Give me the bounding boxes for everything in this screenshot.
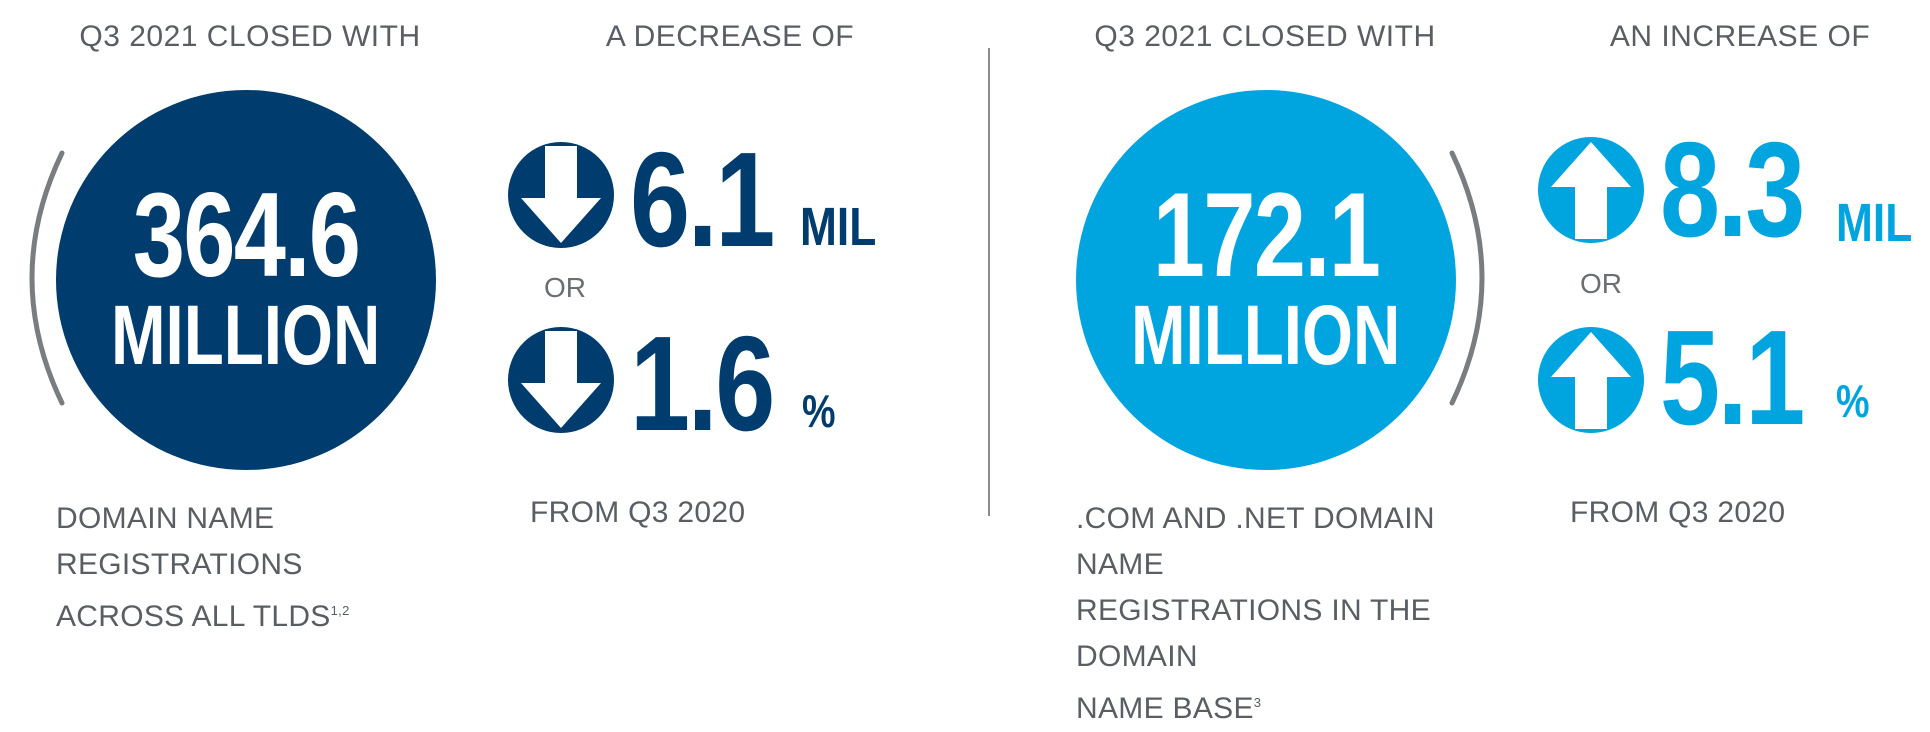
left-heading: Q3 2021 CLOSED WITH — [79, 20, 421, 53]
right-caption-line-3: NAME BASE3 — [1076, 692, 1262, 725]
left-change-heading: A DECREASE OF — [605, 20, 855, 53]
right-caption: .COM AND .NET DOMAIN NAME REGISTRATIONS … — [1076, 496, 1516, 732]
up-arrow-icon — [1538, 137, 1644, 243]
right-total-circle: 172.1 MILLION — [1076, 90, 1456, 470]
right-bracket-icon — [1449, 150, 1485, 406]
left-caption: DOMAIN NAME REGISTRATIONS ACROSS ALL TLD… — [56, 496, 476, 640]
right-or-label: OR — [1580, 268, 1622, 299]
right-change-heading: AN INCREASE OF — [1609, 20, 1871, 53]
left-caption-line-1: DOMAIN NAME REGISTRATIONS — [56, 502, 303, 581]
right-caption-line-2: REGISTRATIONS IN THE DOMAIN — [1076, 594, 1431, 673]
left-or-label: OR — [544, 272, 586, 303]
down-arrow-icon — [508, 142, 614, 248]
right-heading: Q3 2021 CLOSED WITH — [1094, 20, 1436, 53]
right-from-label: FROM Q3 2020 — [1570, 496, 1786, 529]
up-arrow-icon — [1538, 327, 1644, 433]
left-caption-line-2: ACROSS ALL TLDS1,2 — [56, 600, 350, 633]
left-from-label: FROM Q3 2020 — [530, 496, 746, 529]
left-change-pct-value: 1.6 — [630, 308, 775, 459]
left-change-abs-value: 6.1 — [630, 124, 775, 275]
right-caption-footnote: 3 — [1253, 695, 1262, 710]
panel-divider — [988, 48, 990, 516]
right-change-pct-value: 5.1 — [1660, 302, 1805, 453]
right-change-pct-unit: % — [1836, 375, 1870, 427]
down-arrow-icon — [508, 327, 614, 433]
right-circle-unit: MILLION — [1131, 288, 1401, 382]
left-caption-footnote: 1,2 — [330, 603, 350, 618]
left-bracket-icon — [29, 150, 65, 406]
left-change-abs-unit: MIL — [800, 197, 877, 257]
right-change-abs-unit: MIL — [1836, 193, 1913, 253]
right-circle-value: 172.1 — [1152, 168, 1381, 302]
right-caption-line-1: .COM AND .NET DOMAIN NAME — [1076, 502, 1435, 581]
left-circle-unit: MILLION — [111, 288, 381, 382]
left-total-circle: 364.6 MILLION — [56, 90, 436, 470]
right-change-abs-value: 8.3 — [1660, 114, 1805, 265]
left-circle-value: 364.6 — [132, 168, 361, 302]
left-change-pct-unit: % — [802, 385, 836, 437]
